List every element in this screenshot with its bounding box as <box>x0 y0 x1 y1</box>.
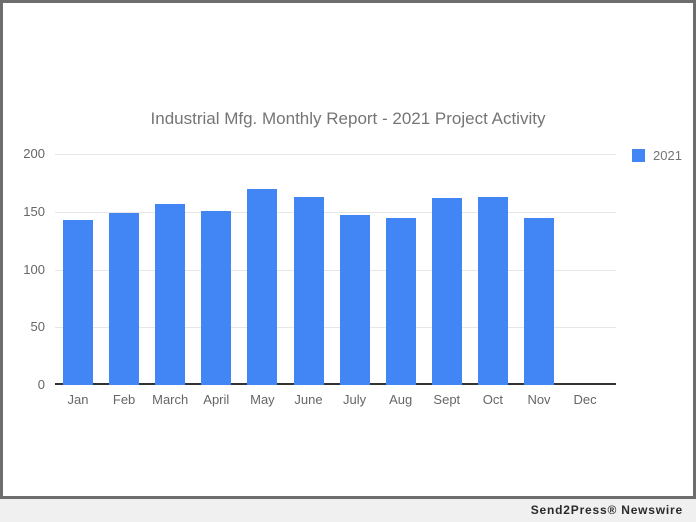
gridline-150 <box>55 211 616 213</box>
x-tick-label-july: July <box>343 392 367 407</box>
y-axis: 0 50 100 150 200 <box>3 146 45 392</box>
bar-nov <box>524 217 554 385</box>
bar-feb <box>109 212 140 385</box>
y-tick-label-100: 100 <box>23 261 45 277</box>
x-tick-label-may: May <box>250 392 275 407</box>
bar-oct <box>477 196 508 385</box>
plot-area <box>55 154 616 385</box>
y-tick-label-0: 0 <box>37 377 45 392</box>
x-tick-label-march: March <box>152 392 189 407</box>
x-axis-baseline <box>55 383 616 385</box>
legend-swatch-2021 <box>632 149 645 162</box>
footer-branding: Send2Press® Newswire <box>530 503 683 517</box>
y-tick-label-150: 150 <box>23 203 45 219</box>
x-tick-label-feb: Feb <box>112 392 136 407</box>
bar-july <box>339 215 370 385</box>
x-tick-label-sept: Sept <box>433 392 461 407</box>
chart-title: Industrial Mfg. Monthly Report - 2021 Pr… <box>150 109 546 128</box>
bar-may <box>247 188 278 385</box>
bar-april <box>201 210 232 385</box>
x-tick-label-june: June <box>294 392 323 407</box>
legend-label-2021: 2021 <box>653 148 682 163</box>
x-tick-label-oct: Oct <box>482 392 503 407</box>
gridline-200 <box>55 154 616 155</box>
y-tick-label-200: 200 <box>23 146 45 161</box>
bar-aug <box>385 217 416 385</box>
bar-sept <box>431 197 462 385</box>
gridline-100 <box>55 269 616 271</box>
x-tick-label-dec: Dec <box>573 392 597 407</box>
bar-jan <box>63 219 93 385</box>
x-tick-label-nov: Nov <box>527 392 551 407</box>
x-tick-label-aug: Aug <box>389 392 413 407</box>
x-tick-label-jan: Jan <box>67 392 89 407</box>
gridline-50 <box>55 327 616 329</box>
x-tick-label-april: April <box>203 392 230 407</box>
footer-strip: Send2Press® Newswire <box>0 499 696 522</box>
bar-june <box>293 196 324 385</box>
bar-march <box>155 203 186 385</box>
y-tick-label-50: 50 <box>30 319 45 335</box>
x-axis: Jan Feb March April May June July Aug Sept Oct Nov… <box>55 392 616 410</box>
chart-card: Industrial Mfg. Monthly Report - 2021 Pr… <box>0 0 696 499</box>
legend: 2021 <box>632 148 682 163</box>
